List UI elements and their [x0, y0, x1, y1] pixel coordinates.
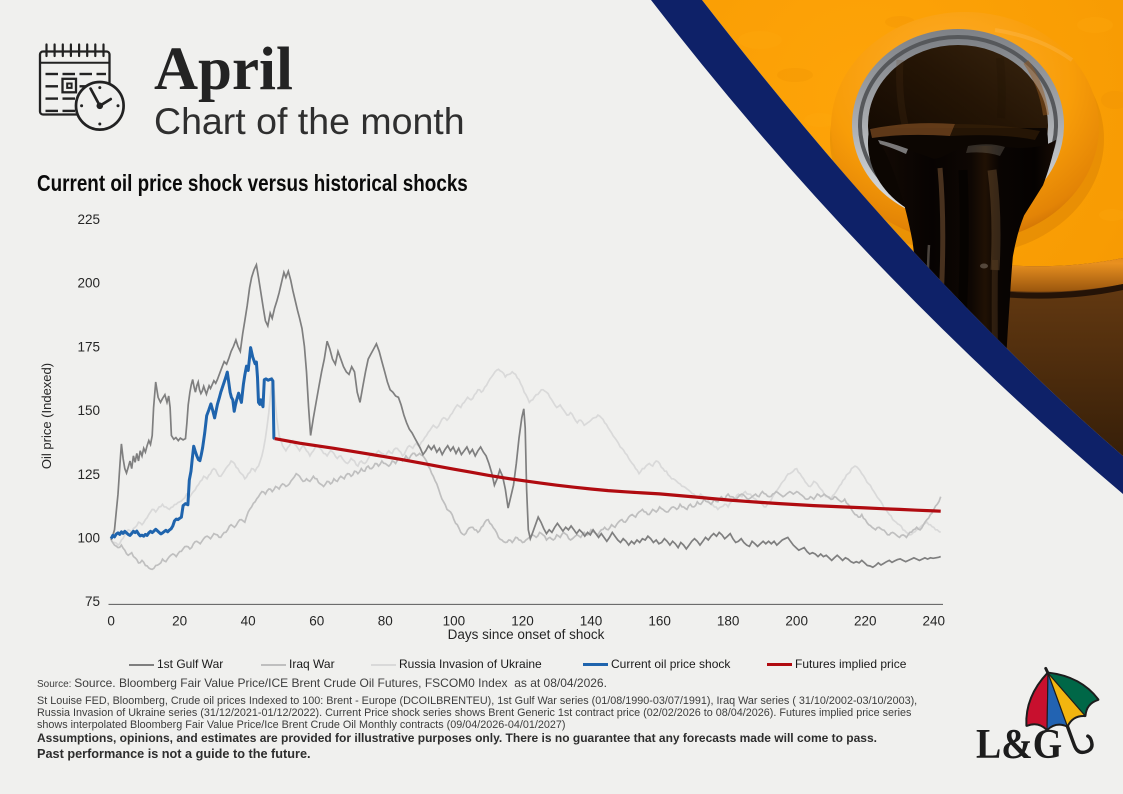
- svg-text:220: 220: [854, 614, 877, 629]
- svg-text:40: 40: [241, 614, 256, 629]
- svg-text:20: 20: [172, 614, 187, 629]
- svg-text:125: 125: [77, 467, 100, 482]
- svg-text:75: 75: [85, 594, 100, 609]
- svg-text:180: 180: [717, 614, 740, 629]
- svg-text:200: 200: [77, 276, 100, 291]
- svg-text:0: 0: [107, 614, 115, 629]
- svg-text:200: 200: [785, 614, 808, 629]
- svg-text:140: 140: [580, 614, 603, 629]
- svg-text:80: 80: [378, 614, 393, 629]
- svg-text:100: 100: [443, 614, 466, 629]
- svg-text:150: 150: [77, 403, 100, 418]
- svg-text:60: 60: [309, 614, 324, 629]
- svg-text:225: 225: [77, 212, 100, 227]
- svg-text:160: 160: [648, 614, 671, 629]
- svg-text:Oil price (Indexed): Oil price (Indexed): [39, 363, 54, 469]
- svg-text:100: 100: [77, 531, 100, 546]
- svg-text:175: 175: [77, 339, 100, 354]
- svg-text:240: 240: [923, 614, 946, 629]
- svg-text:120: 120: [511, 614, 534, 629]
